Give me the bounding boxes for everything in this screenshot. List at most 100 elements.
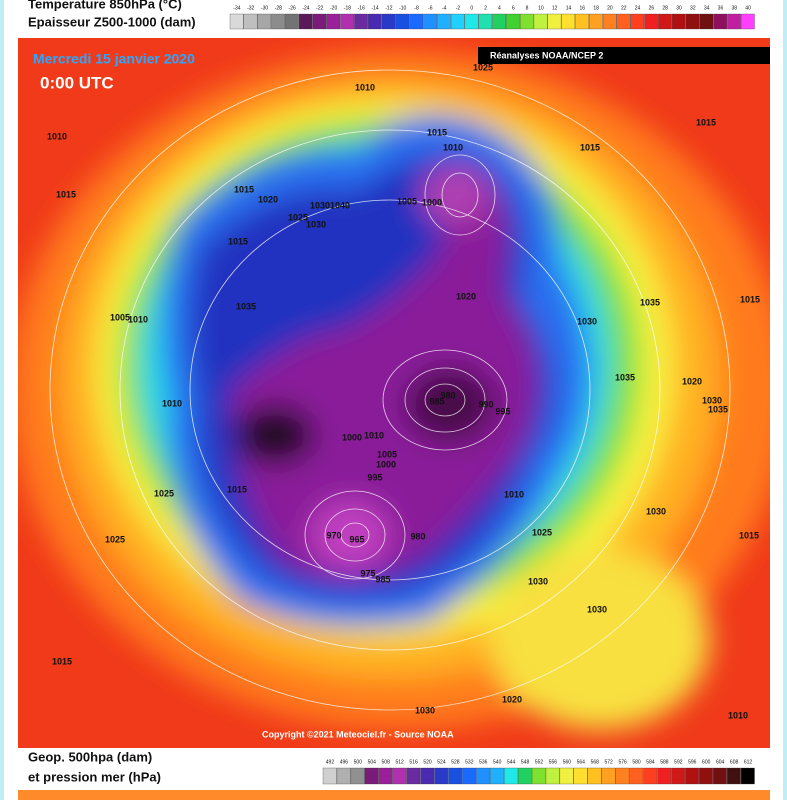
scale-swatch [257,13,272,30]
pressure-label: 1010 [128,314,148,324]
pressure-label: 1010 [364,430,384,440]
scale-swatch [406,767,421,785]
scale-swatch [354,13,368,30]
pressure-label: 1030 [577,316,597,326]
scale-swatch [699,767,713,785]
scale-label: 608 [730,759,739,765]
pressure-label: 1015 [234,184,254,194]
scale-swatch [713,767,727,785]
map-time: 0:00 UTC [40,73,114,92]
scale-label: -10 [399,5,406,11]
pressure-label: 1035 [615,372,635,382]
scale-label: 540 [493,759,502,765]
scale-label: 2 [484,5,487,11]
scale-label: 4 [498,5,501,11]
scale-swatch [575,13,589,30]
scale-swatch [490,767,504,785]
pressure-label: 980 [410,531,425,541]
scale-swatch [420,767,435,785]
scale-label: 8 [526,5,529,11]
scale-swatch [364,767,379,785]
scale-swatch [340,13,354,30]
scale-swatch [423,13,437,30]
scale-swatch [727,13,741,30]
scale-swatch [229,13,244,30]
scale-label: 28 [662,5,668,11]
scale-swatch [630,13,645,30]
scale-swatch [519,13,534,30]
map-date: Mercredi 15 janvier 2020 [33,51,195,67]
scale-label: 492 [326,759,335,765]
scale-swatch [545,767,560,785]
pressure-label: 985 [375,574,390,584]
scale-label: 24 [635,5,641,11]
pressure-label: 995 [367,472,382,482]
scale-swatch [629,767,644,785]
scale-label: 16 [580,5,586,11]
scale-label: 496 [340,759,349,765]
pressure-label: 1010 [728,710,748,720]
pressure-label: 1030 [702,395,722,405]
scale-label: 576 [618,759,627,765]
scale-swatch [573,767,588,785]
edge [783,0,787,800]
scale-swatch [409,13,424,30]
scale-label: 564 [577,759,586,765]
scale-swatch [312,13,327,30]
scale-label: 592 [674,759,683,765]
scale-swatch [492,13,506,30]
scale-label: 572 [605,759,614,765]
pressure-label: 1005 [397,196,417,206]
scale-swatch [464,13,479,30]
pressure-label: 1025 [288,212,308,222]
scale-label: 604 [716,759,725,765]
scale-label: 596 [688,759,697,765]
pressure-label: 1030 [646,506,666,516]
scale-swatch [533,13,548,30]
edge [0,0,4,800]
scale-swatch [602,13,617,30]
scale-swatch [322,767,337,785]
map: Mercredi 15 janvier 2020 0:00 UTC Réanal… [18,38,770,748]
pressure-label: 1015 [580,142,600,152]
pressure-label: 965 [349,534,364,544]
pressure-label: 1020 [456,291,476,301]
scale-swatch [547,13,562,30]
scale-label: 26 [649,5,655,11]
scale-label: 32 [690,5,696,11]
pressure-label: 1030 [528,576,548,586]
scale-label: 34 [704,5,710,11]
scale-swatch [740,767,755,785]
scale-swatch [243,13,258,30]
scale-label: 6 [512,5,515,11]
pressure-label: 1015 [739,530,759,540]
scale-label: 536 [479,759,488,765]
scale-label: -24 [302,5,309,11]
scale-label: 580 [632,759,641,765]
scale-swatch [285,13,299,30]
scale-swatch [478,13,493,30]
scale-label: 524 [437,759,446,765]
scale-swatch [587,767,602,785]
pressure-label: 1015 [427,127,447,137]
scale-label: 556 [549,759,558,765]
scale-label: 548 [521,759,530,765]
pressure-label: 995 [495,406,510,416]
header-line1: Temperature 850hPa (°C) [28,0,182,11]
scale-swatch [506,13,520,30]
scale-label: 532 [465,759,474,765]
pressure-label: 1010 [504,489,524,499]
scale-swatch [504,767,518,785]
scale-swatch [450,13,465,30]
scale-label: 512 [395,759,404,765]
pressure-label: 980 [440,390,455,400]
scale-label: 560 [563,759,572,765]
pressure-label: 1015 [740,294,760,304]
scale-swatch [326,13,341,30]
scale-label: 528 [451,759,460,765]
scale-label: -18 [344,5,351,11]
scale-swatch [601,767,616,785]
scale-swatch [336,767,351,785]
pressure-label: 975 [360,568,375,578]
